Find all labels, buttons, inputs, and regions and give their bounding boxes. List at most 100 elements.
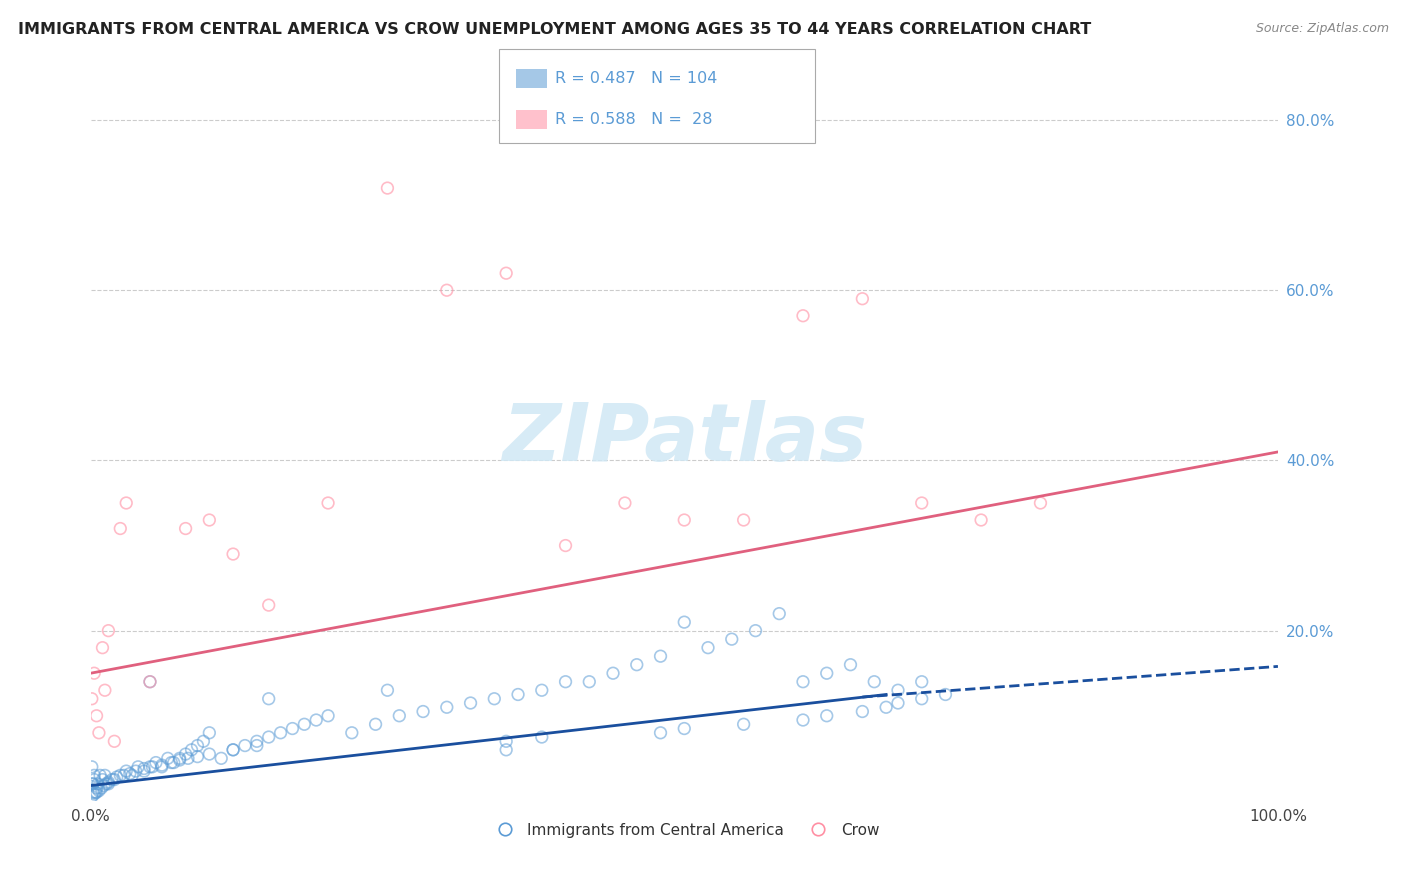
Point (340, 726, 363, 740)
Point (292, 717, 315, 731)
Point (84, 785, 107, 799)
Point (94, 683, 117, 698)
Point (101, 772, 124, 787)
Point (180, 743, 202, 757)
Point (174, 522, 197, 536)
Point (83, 787, 105, 801)
Point (80, 777, 103, 791)
Point (911, 674, 934, 689)
Point (863, 674, 886, 689)
Point (530, 730, 553, 744)
Point (934, 688, 956, 702)
Point (105, 770, 128, 784)
Point (80, 691, 103, 706)
Point (209, 751, 232, 765)
Point (93, 779, 115, 793)
Point (222, 743, 245, 757)
Point (139, 760, 162, 774)
Point (160, 756, 183, 770)
Point (626, 657, 648, 672)
Point (115, 496, 138, 510)
Point (198, 747, 221, 761)
Point (141, 760, 163, 774)
Point (112, 768, 135, 782)
Point (125, 764, 148, 778)
Point (673, 513, 696, 527)
Point (412, 705, 434, 719)
Point (436, 283, 458, 297)
Point (193, 734, 215, 748)
Point (851, 292, 873, 306)
Point (377, 683, 399, 698)
Text: Source: ZipAtlas.com: Source: ZipAtlas.com (1256, 22, 1389, 36)
Legend: Immigrants from Central America, Crow: Immigrants from Central America, Crow (484, 817, 886, 844)
Point (87, 777, 110, 791)
Text: R = 0.487   N = 104: R = 0.487 N = 104 (555, 71, 717, 86)
Point (169, 753, 191, 767)
Point (815, 708, 838, 723)
Point (82, 777, 104, 791)
Point (377, 181, 399, 195)
Point (257, 598, 280, 612)
Point (198, 513, 221, 527)
Point (911, 496, 934, 510)
Point (316, 496, 339, 510)
Point (169, 751, 191, 765)
Point (364, 717, 387, 731)
Point (150, 758, 173, 772)
Text: R = 0.588   N =  28: R = 0.588 N = 28 (555, 112, 713, 127)
Point (145, 756, 167, 770)
Point (233, 739, 256, 753)
Point (186, 739, 208, 753)
Point (174, 747, 197, 761)
Point (80, 789, 103, 804)
Point (484, 691, 506, 706)
Point (887, 696, 910, 710)
Point (91, 640, 114, 655)
Point (554, 539, 576, 553)
Point (198, 726, 221, 740)
Point (911, 691, 934, 706)
Point (1029, 496, 1052, 510)
Point (87, 726, 110, 740)
Point (257, 730, 280, 744)
Point (554, 674, 576, 689)
Point (495, 734, 517, 748)
Point (121, 768, 143, 782)
Point (86, 785, 108, 799)
Point (139, 674, 162, 689)
Text: IMMIGRANTS FROM CENTRAL AMERICA VS CROW UNEMPLOYMENT AMONG AGES 35 TO 44 YEARS C: IMMIGRANTS FROM CENTRAL AMERICA VS CROW … (18, 22, 1091, 37)
Point (103, 772, 125, 787)
Point (97, 777, 120, 791)
Point (91, 772, 114, 787)
Point (388, 708, 411, 723)
Point (460, 696, 482, 710)
Point (86, 708, 108, 723)
Point (792, 713, 814, 727)
Point (80, 760, 103, 774)
Point (792, 674, 814, 689)
Point (316, 708, 339, 723)
Point (792, 309, 814, 323)
Point (613, 496, 636, 510)
Point (139, 674, 162, 689)
Point (495, 743, 517, 757)
Point (246, 739, 269, 753)
Point (530, 683, 553, 698)
Text: ZIPatlas: ZIPatlas (502, 401, 866, 478)
Point (83, 768, 105, 782)
Point (257, 691, 280, 706)
Point (132, 762, 155, 776)
Point (83, 666, 105, 681)
Point (839, 657, 862, 672)
Point (222, 547, 245, 561)
Point (177, 751, 200, 765)
Point (970, 513, 993, 527)
Point (436, 700, 458, 714)
Point (815, 666, 838, 681)
Point (97, 775, 120, 789)
Point (186, 749, 208, 764)
Point (887, 683, 910, 698)
Point (270, 726, 292, 740)
Point (744, 624, 766, 638)
